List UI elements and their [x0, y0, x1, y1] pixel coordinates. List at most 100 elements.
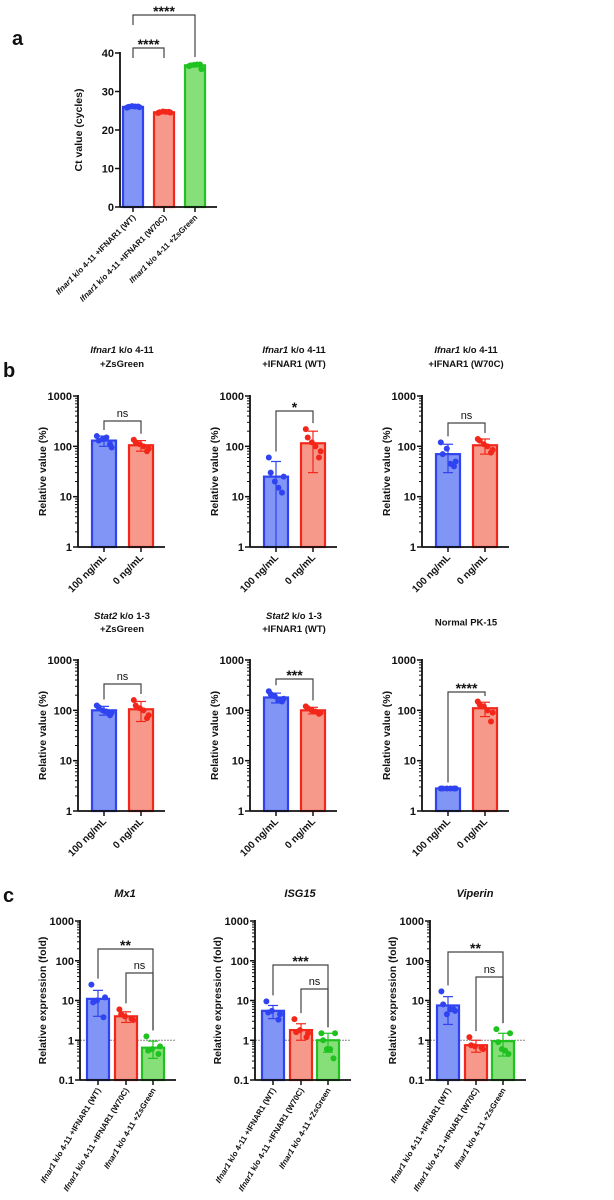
y-tick-label: 10: [404, 492, 416, 504]
x-category-label: 100 ng/mL: [66, 816, 109, 859]
category-text: k/o 4-11 +IFNAR1 (W70C): [248, 1086, 306, 1174]
panel-label-a: a: [12, 28, 24, 50]
data-point: [443, 445, 450, 452]
y-axis-label: Ct value (cycles): [73, 89, 85, 172]
data-point: [438, 988, 445, 995]
data-point: [305, 1030, 312, 1037]
category-text: 100 ng/mL: [238, 816, 281, 859]
data-point: [198, 66, 205, 73]
x-category-label: 100 ng/mL: [410, 816, 453, 859]
significance-label: *: [292, 399, 298, 415]
category-text: 0 ng/mL: [455, 816, 490, 851]
data-point: [452, 458, 459, 465]
data-point: [293, 1029, 300, 1036]
x-category-label: 100 ng/mL: [410, 552, 453, 595]
bar-red: [299, 709, 327, 813]
significance-bracket: [132, 47, 165, 58]
x-category-label: Ifnar1 k/o 4-11 +ZsGreen: [102, 1086, 158, 1170]
data-point: [327, 1046, 334, 1053]
y-tick-label: 100: [231, 956, 249, 968]
data-point: [130, 697, 137, 704]
bar-red: [471, 444, 499, 549]
significance-bracket: [275, 410, 314, 452]
category-text: 0 ng/mL: [283, 552, 318, 587]
x-category-label: Ifnar1 k/o 4-11 +ZsGreen: [452, 1086, 508, 1170]
data-point: [267, 469, 274, 476]
data-point: [132, 439, 139, 446]
data-point: [440, 1001, 447, 1008]
y-tick-label: 100: [398, 705, 416, 717]
y-axis-label: Relative expression (fold): [212, 937, 224, 1065]
data-point: [100, 1014, 107, 1021]
chart-title-line2: +ZsGreen: [100, 359, 144, 370]
data-point: [332, 1030, 339, 1037]
y-tick-label: 1000: [48, 655, 72, 667]
y-axis-label: Relative value (%): [209, 427, 221, 516]
significance-bracket: [103, 683, 142, 700]
data-point: [108, 709, 115, 716]
title-gene: Viperin: [457, 888, 494, 900]
chart-b-2: Ifnar1 k/o 4-11 +IFNAR1 (WT) 1 10 100 1000 Rel…: [209, 345, 337, 595]
significance-label: ns: [117, 408, 129, 420]
bar-red: [152, 111, 176, 209]
data-point: [280, 473, 287, 480]
y-tick-label: 1: [243, 1035, 249, 1047]
data-point: [275, 484, 282, 491]
x-category-label: 0 ng/mL: [455, 552, 490, 587]
data-point: [318, 1030, 325, 1037]
significance-label: ns: [484, 964, 496, 976]
panel-label-b: b: [3, 360, 15, 382]
data-point: [466, 1034, 473, 1041]
significance-label: ns: [134, 960, 146, 972]
y-axis-label: Relative value (%): [209, 691, 221, 780]
title-gene: ISG15: [284, 888, 316, 900]
data-point: [103, 708, 110, 715]
data-point: [484, 443, 491, 450]
chart-title: Mx1: [114, 888, 135, 900]
data-point: [439, 451, 446, 458]
y-tick-label: 100: [56, 956, 74, 968]
y-tick-label: 1: [68, 1035, 74, 1047]
y-tick-label: 0: [108, 202, 114, 214]
data-point: [480, 1046, 487, 1053]
data-point: [447, 1006, 454, 1013]
chart-title: Viperin: [457, 888, 494, 900]
title-gene: Mx1: [114, 888, 135, 900]
data-point: [102, 994, 109, 1001]
y-tick-label: 10: [232, 756, 244, 768]
data-point: [103, 434, 110, 441]
chart-title: Normal PK-15: [435, 618, 498, 629]
y-tick-label: 30: [102, 87, 114, 99]
y-tick-label: 1000: [220, 391, 244, 403]
x-category-label: Ifnar1 k/o 4-11 +ZsGreen: [277, 1086, 333, 1170]
data-point: [302, 426, 309, 433]
y-axis-label: Relative expression (fold): [37, 937, 49, 1065]
y-tick-label: 1000: [48, 391, 72, 403]
bar-blue: [90, 439, 118, 549]
y-tick-label: 100: [406, 956, 424, 968]
y-axis-label: Relative value (%): [37, 691, 49, 780]
y-tick-label: 1: [66, 542, 72, 554]
y-tick-label: 1000: [220, 655, 244, 667]
x-category-label: 0 ng/mL: [455, 816, 490, 851]
category-text: 0 ng/mL: [455, 552, 490, 587]
data-point: [155, 1051, 162, 1058]
data-point: [145, 712, 152, 719]
title-text: Normal PK-15: [435, 618, 498, 629]
title-text: k/o 4-11: [460, 345, 498, 356]
data-point: [291, 1016, 298, 1023]
data-point: [447, 785, 454, 792]
x-category-label: 0 ng/mL: [111, 552, 146, 587]
chart-title: ISG15: [284, 888, 316, 900]
chart-title: Ifnar1 k/o 4-11: [434, 345, 498, 356]
y-tick-label: 10: [102, 164, 114, 176]
bar-red: [471, 707, 499, 813]
y-tick-label: 1000: [50, 916, 74, 928]
y-tick-label: 10: [60, 756, 72, 768]
data-point: [263, 998, 270, 1005]
data-point: [95, 704, 102, 711]
chart-b-5: Stat2 k/o 1-3 +IFNAR1 (WT) 1 10 100 1000 Relat…: [209, 611, 337, 859]
bar-blue: [90, 709, 118, 813]
y-tick-label: 0.1: [409, 1075, 424, 1087]
data-point: [108, 444, 115, 451]
